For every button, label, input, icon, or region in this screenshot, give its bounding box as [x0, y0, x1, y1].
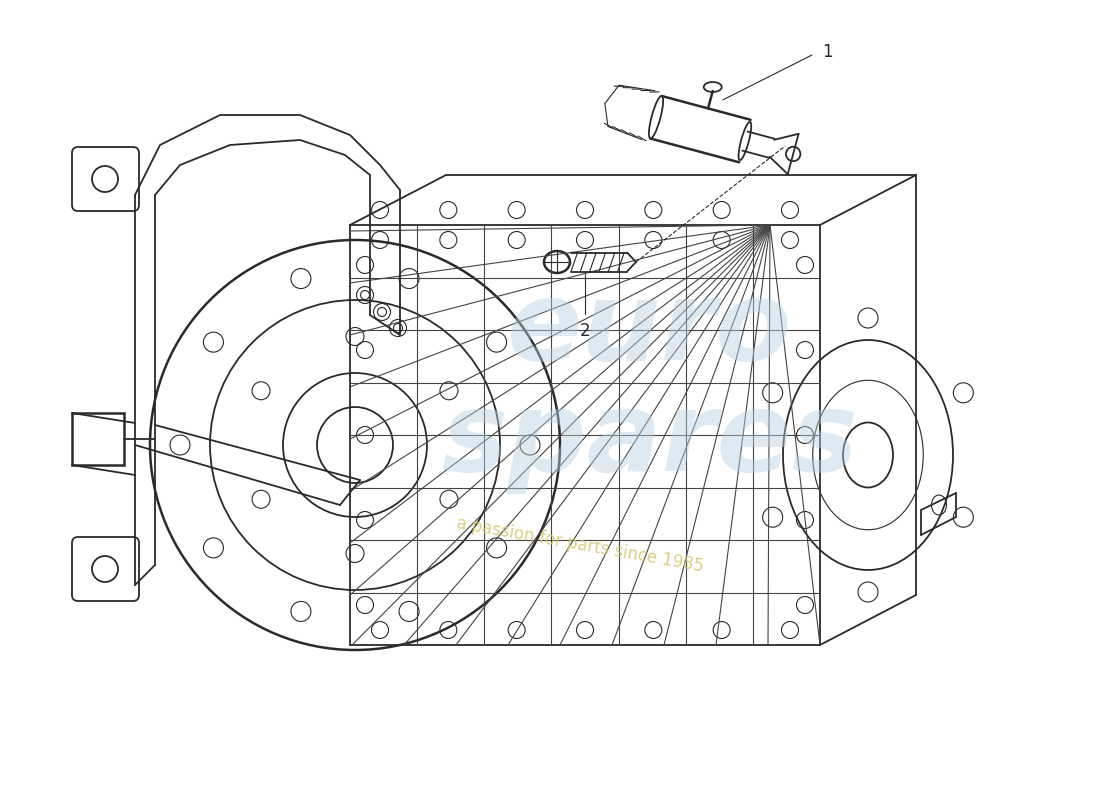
Text: spares: spares [441, 386, 858, 494]
Bar [72, 413, 124, 465]
Text: 2: 2 [580, 322, 591, 340]
Text: 1: 1 [822, 43, 833, 61]
Text: euro: euro [507, 277, 793, 383]
Text: a passion for parts since 1985: a passion for parts since 1985 [455, 514, 705, 576]
